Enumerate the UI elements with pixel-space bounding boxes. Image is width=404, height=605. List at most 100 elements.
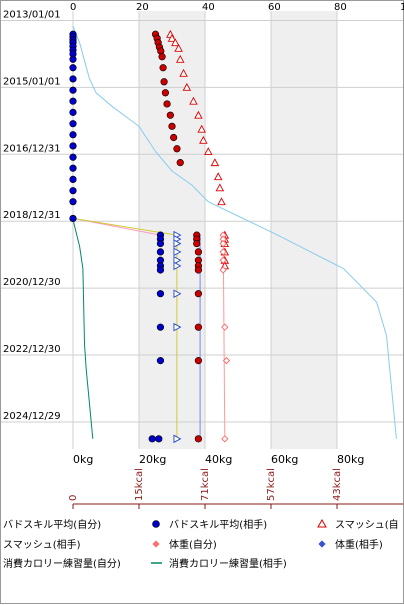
smash-opp-point <box>173 289 182 298</box>
skill-opp-point <box>69 153 77 161</box>
skill-self-point <box>160 78 168 86</box>
skill-opp-point <box>69 75 77 83</box>
date-tick-label: 2015/01/01 <box>3 76 61 87</box>
skill-opp-point <box>69 120 77 128</box>
skill-self-point <box>168 122 176 130</box>
skill-self-point <box>194 290 202 298</box>
date-tick-label: 2016/12/31 <box>3 143 61 154</box>
kg-tick-label: 40kg <box>205 453 232 466</box>
skill-opp-point <box>156 239 165 248</box>
kg-tick-label: 60kg <box>271 453 298 466</box>
axes: 2013/01/01 2015/01/01 2016/12/31 2018/12/31… <box>3 2 404 509</box>
calorie-tick-label: 15kcal <box>134 468 145 501</box>
smash-self-point <box>213 172 223 181</box>
top-tick-label: 40 <box>202 2 215 13</box>
weight-self-point <box>219 266 227 274</box>
legend-marker <box>318 540 326 548</box>
cal-opp-line <box>72 219 94 439</box>
smash-self-point <box>175 54 185 63</box>
smash-self-point <box>199 135 208 144</box>
series-lines <box>72 25 397 439</box>
skill-opp-point <box>156 357 165 365</box>
weight-self-point <box>221 323 229 331</box>
smash-self-point <box>217 197 226 206</box>
smash-self-point <box>182 82 192 91</box>
legend-item: スマッシュ(自 <box>317 518 399 531</box>
legend-marker <box>317 518 327 528</box>
calorie-tick-label: 0 <box>68 495 79 501</box>
smash-self-point <box>171 38 180 47</box>
skill-opp-point <box>69 108 77 116</box>
smash-opp-point <box>173 247 182 257</box>
skill-opp-point <box>69 175 77 183</box>
top-tick-label: 0 <box>70 2 76 13</box>
skill-opp-point <box>69 131 77 139</box>
legend-label: 体重(自分) <box>169 538 217 551</box>
skill-self-point <box>194 357 202 365</box>
smash-self-point <box>204 147 213 155</box>
smash-self-point <box>197 124 206 133</box>
smash-self-point <box>189 96 198 105</box>
legend-item: 体重(相手) <box>318 538 383 551</box>
date-tick-label: 2022/12/30 <box>3 344 61 355</box>
date-tick-label: 2013/01/01 <box>3 9 61 20</box>
legend-item: バドスキル平均(自分) <box>3 518 101 531</box>
skill-opp-point <box>155 435 163 443</box>
calorie-tick-label: 57kcal <box>266 468 277 501</box>
skill-self-point <box>194 435 202 443</box>
top-tick-label: 80 <box>334 2 347 13</box>
skill-opp-point <box>69 142 77 150</box>
skill-self-point <box>194 248 202 256</box>
smash-opp-point <box>173 434 182 444</box>
legend-label: 体重(相手) <box>335 538 383 551</box>
smash-self-point <box>215 183 225 192</box>
kg-tick-label: 20kg <box>139 453 166 466</box>
legend-item: 消費カロリー練習量(相手) <box>151 557 287 570</box>
legend-label: バドスキル平均(自分) <box>3 518 101 531</box>
smash-self-point <box>194 110 203 119</box>
series-markers <box>69 29 231 444</box>
kg-tick-label: 80kg <box>337 453 364 466</box>
calorie-tick-label: 43kcal <box>332 468 343 501</box>
legend-label: 消費カロリー練習量(自分) <box>3 557 121 570</box>
skill-self-point <box>176 159 184 167</box>
legend-label: バドスキル平均(相手) <box>169 518 267 531</box>
weight-self-point <box>219 256 227 264</box>
skill-opp-point <box>69 55 77 63</box>
calorie-tick-label: 71kcal <box>200 468 211 501</box>
top-tick-label: 20 <box>136 2 149 13</box>
skill-self-point <box>163 100 171 108</box>
legend-label: スマッシュ(自 <box>335 518 399 531</box>
weight-self-point <box>221 435 229 443</box>
cal-self-line <box>72 25 397 439</box>
smash-self-point <box>174 43 183 52</box>
legend-item: バドスキル平均(相手) <box>152 518 267 531</box>
smash-opp-point <box>173 239 182 248</box>
skill-self-point <box>166 111 174 119</box>
skill-self-point <box>194 323 202 331</box>
legend-label: 消費カロリー練習量(相手) <box>169 557 287 570</box>
skill-opp-point <box>148 435 156 443</box>
legend-item: スマッシュ(相手) <box>3 538 81 551</box>
skill-opp-point <box>156 290 165 298</box>
top-tick-label: 10 <box>400 2 404 13</box>
shaded-band <box>271 11 337 449</box>
skill-self-point <box>161 89 169 97</box>
weight-self-point <box>219 248 227 256</box>
skill-opp-point <box>69 86 77 94</box>
skill-opp-point <box>156 266 165 274</box>
weight-self-point <box>222 356 231 365</box>
skill-opp-point <box>69 97 77 105</box>
smash-opp-point <box>173 261 182 271</box>
smash-opp-point <box>173 255 182 265</box>
weight-self-point <box>219 239 227 248</box>
date-tick-label: 2018/12/31 <box>3 210 61 221</box>
skill-opp-point <box>69 198 77 206</box>
skill-self-point <box>173 145 181 153</box>
skill-self-point <box>170 133 178 142</box>
smash-self-point <box>179 68 188 77</box>
skill-opp-point <box>69 214 77 223</box>
date-tick-label: 2024/12/29 <box>3 411 61 422</box>
